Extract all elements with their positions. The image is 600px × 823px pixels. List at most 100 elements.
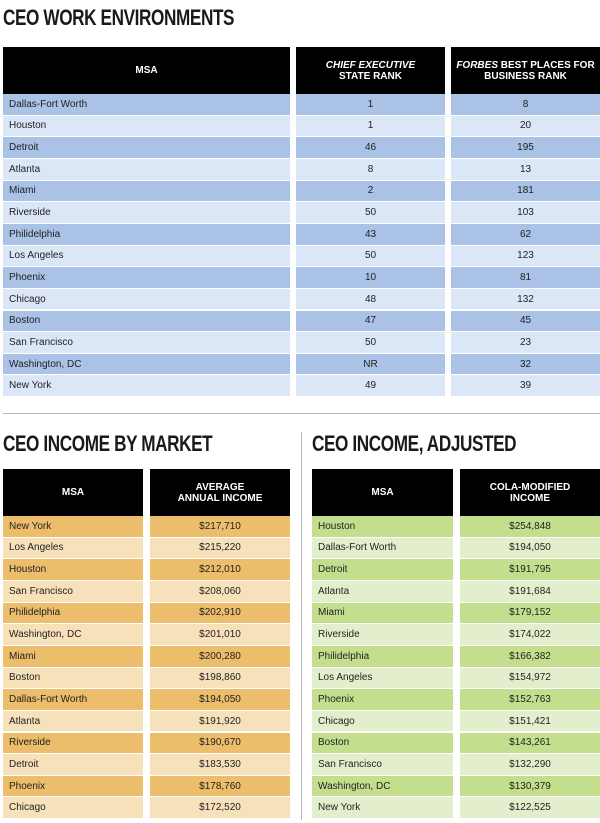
cola-modified-income-header: COLA-MODIFIED INCOME <box>460 469 600 516</box>
table-row: Philidelphia 43 62 <box>3 223 600 246</box>
average-income-cell: $208,060 <box>150 580 290 602</box>
chief-executive-label: CHIEF EXECUTIVE <box>325 59 416 71</box>
income-label: INCOME <box>510 492 550 504</box>
msa-cell: Dallas-Fort Worth <box>312 537 453 559</box>
msa-cell: Boston <box>3 310 290 332</box>
cola-income-cell: $154,972 <box>460 667 600 689</box>
average-income-cell: $217,710 <box>150 516 290 537</box>
chief-executive-rank-cell: 8 <box>296 158 445 180</box>
table-row: Riverside 50 103 <box>3 202 600 224</box>
forbes-rank-cell: 103 <box>451 202 600 223</box>
table-row: Houston 1 20 <box>3 115 600 138</box>
msa-cell: Houston <box>312 516 453 537</box>
average-income-cell: $191,920 <box>150 710 290 732</box>
msa-cell: Phoenix <box>3 267 290 288</box>
forbes-rank-cell: 181 <box>451 180 600 202</box>
table-row: San Francisco 50 23 <box>3 332 600 354</box>
cola-income-cell: $152,763 <box>460 689 600 710</box>
table-row: Chicago 48 132 <box>3 288 600 311</box>
adjusted-msa-header: MSA <box>312 469 453 516</box>
msa-cell: Philidelphia <box>3 223 290 245</box>
table-row: San Francisco $208,060 <box>3 580 290 603</box>
msa-cell: New York <box>3 375 290 397</box>
msa-cell: Houston <box>3 115 290 137</box>
average-income-cell: $172,520 <box>150 797 290 819</box>
msa-cell: Philidelphia <box>312 645 453 667</box>
msa-cell: Detroit <box>3 137 290 158</box>
forbes-rank-cell: 132 <box>451 288 600 310</box>
table-row: Miami 2 181 <box>3 180 600 203</box>
chief-executive-rank-cell: 50 <box>296 202 445 223</box>
table-row: Houston $254,848 <box>312 516 600 538</box>
msa-cell: Phoenix <box>3 775 143 797</box>
msa-cell: Dallas-Fort Worth <box>3 689 143 710</box>
table-row: Dallas-Fort Worth 1 8 <box>3 94 600 116</box>
table-row: San Francisco $132,290 <box>312 754 600 776</box>
msa-cell: Miami <box>312 602 453 624</box>
msa-cell: Chicago <box>3 797 143 819</box>
table-row: New York $217,710 <box>3 516 290 538</box>
forbes-rank-cell: 123 <box>451 245 600 267</box>
msa-cell: Riverside <box>3 202 290 223</box>
chief-executive-rank-cell: 50 <box>296 245 445 267</box>
average-income-cell: $201,010 <box>150 624 290 645</box>
cola-income-cell: $254,848 <box>460 516 600 537</box>
table-row: Atlanta $191,684 <box>312 580 600 603</box>
table-row: Phoenix $152,763 <box>312 689 600 711</box>
cola-modified-label: COLA-MODIFIED <box>489 481 571 493</box>
chief-executive-rank-cell: 46 <box>296 137 445 158</box>
table-row: Dallas-Fort Worth $194,050 <box>3 689 290 711</box>
income-by-market-table: New York $217,710 Los Angeles $215,220 Houst… <box>3 516 290 819</box>
msa-cell: Chicago <box>3 288 290 310</box>
average-income-cell: $212,010 <box>150 559 290 580</box>
msa-cell: Washington, DC <box>3 624 143 645</box>
msa-cell: Riverside <box>3 732 143 754</box>
income-adjusted-title: CEO INCOME, ADJUSTED <box>312 431 517 456</box>
table-row: Dallas-Fort Worth $194,050 <box>312 537 600 560</box>
table-row: Washington, DC $130,379 <box>312 775 600 798</box>
table-row: Houston $212,010 <box>3 559 290 581</box>
average-income-cell: $202,910 <box>150 602 290 624</box>
average-income-cell: $178,760 <box>150 775 290 797</box>
table-row: Washington, DC $201,010 <box>3 624 290 646</box>
msa-cell: Detroit <box>3 754 143 775</box>
work-environments-table: Dallas-Fort Worth 1 8 Houston 1 20 Detroit 46 19… <box>3 94 600 397</box>
forbes-best-places-label: FORBES BEST PLACES FOR <box>456 59 595 71</box>
forbes-rank-cell: 13 <box>451 158 600 180</box>
msa-cell: Miami <box>3 645 143 667</box>
cola-income-cell: $166,382 <box>460 645 600 667</box>
cola-income-cell: $174,022 <box>460 624 600 645</box>
table-row: Boston 47 45 <box>3 310 600 333</box>
cola-income-cell: $194,050 <box>460 537 600 559</box>
cola-income-cell: $132,290 <box>460 754 600 775</box>
msa-cell: Boston <box>312 732 453 754</box>
table-row: Riverside $190,670 <box>3 732 290 755</box>
msa-cell: Boston <box>3 667 143 689</box>
average-income-cell: $194,050 <box>150 689 290 710</box>
chief-executive-rank-cell: 47 <box>296 310 445 332</box>
income-msa-header-label: MSA <box>61 487 85 498</box>
msa-cell: San Francisco <box>312 754 453 775</box>
adjusted-msa-header-label: MSA <box>371 487 394 498</box>
table-row: Phoenix $178,760 <box>3 775 290 798</box>
msa-cell: Los Angeles <box>3 537 143 559</box>
average-annual-income-header: AVERAGE ANNUAL INCOME <box>150 469 290 516</box>
msa-cell: Los Angeles <box>3 245 290 267</box>
table-row: Riverside $174,022 <box>312 624 600 646</box>
cola-income-cell: $130,379 <box>460 775 600 797</box>
forbes-rank-cell: 81 <box>451 267 600 288</box>
work-environments-title: CEO WORK ENVIRONMENTS <box>3 5 235 30</box>
msa-cell: New York <box>312 797 453 819</box>
msa-cell: Riverside <box>312 624 453 645</box>
table-row: Detroit $191,795 <box>312 559 600 581</box>
msa-cell: Washington, DC <box>312 775 453 797</box>
table-row: Detroit 46 195 <box>3 137 600 159</box>
chief-executive-rank-cell: NR <box>296 353 445 375</box>
table-row: Miami $179,152 <box>312 602 600 625</box>
forbes-rank-cell: 8 <box>451 94 600 115</box>
chief-executive-rank-cell: 48 <box>296 288 445 310</box>
msa-cell: Miami <box>3 180 290 202</box>
income-adjusted-table: Houston $254,848 Dallas-Fort Worth $194,050… <box>312 516 600 819</box>
chief-executive-rank-cell: 1 <box>296 94 445 115</box>
chief-executive-rank-cell: 2 <box>296 180 445 202</box>
